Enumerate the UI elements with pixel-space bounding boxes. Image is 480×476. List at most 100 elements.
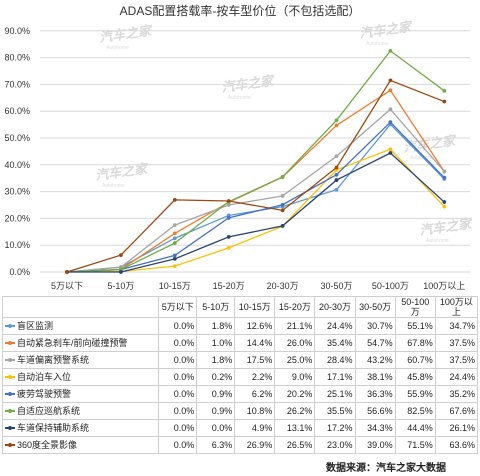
table-cell-value: 34.7% <box>434 317 479 335</box>
table-cell-value: 28.4% <box>314 351 356 369</box>
table-cell-value: 0.0% <box>158 385 198 403</box>
table-cell-value: 54.7% <box>354 334 396 352</box>
data-point <box>442 88 447 93</box>
series-name-cell: 自动紧急刹车/前向碰撞预警 <box>1 334 160 352</box>
data-point <box>388 49 393 53</box>
series-line <box>66 108 445 273</box>
table-cell-value: 82.5% <box>394 402 436 420</box>
data-point <box>172 256 177 261</box>
data-point <box>172 241 177 245</box>
series-8 <box>65 78 447 274</box>
data-point <box>119 253 123 258</box>
x-tick-label: 30-50万 <box>320 281 352 291</box>
legend-swatch-icon <box>5 442 15 448</box>
x-tick-label: 100万以上 <box>423 281 465 291</box>
watermark-layer: 汽车之家Autohome汽车之家Autohome汽车之家Autohome汽车之家… <box>94 19 474 244</box>
watermark-text: 汽车之家 <box>220 73 276 95</box>
table-cell-value: 17.2% <box>314 419 356 437</box>
table-cell-value: 55.1% <box>394 317 436 335</box>
data-point <box>388 147 393 152</box>
data-point <box>334 118 339 123</box>
table-cell-value: 1.8% <box>196 351 236 369</box>
watermark-subtext: Autohome <box>366 41 389 47</box>
data-point <box>226 245 231 250</box>
table-cell-value: 0.0% <box>158 368 198 386</box>
table-cell-value: 1.0% <box>196 334 236 352</box>
data-table: 5万以下 5-10万 10-15万 15-20万 20-30万 30-50万 50-100万… <box>1 296 479 454</box>
data-point <box>280 174 285 179</box>
series-line <box>66 121 445 273</box>
table-header-row: 5万以下 5-10万 10-15万 15-20万 20-30万 30-50万 50-100万… <box>1 296 479 318</box>
data-point <box>334 165 339 170</box>
line-chart: ADAS配置搭载率-按车型价位（不包括选配） 汽车之家Autohome汽车之家A… <box>4 3 474 291</box>
table-cell-value: 60.7% <box>394 351 436 369</box>
series-name-cell: 车道偏离预警系统 <box>1 351 160 369</box>
table-cell-value: 0.0% <box>158 351 198 369</box>
table-header-cell: 5-10万 <box>196 296 236 318</box>
table-header-cell: 30-50万 <box>354 296 396 318</box>
series-lines <box>65 49 447 274</box>
table-cell-value: 35.5% <box>314 402 356 420</box>
table-cell-value: 0.0% <box>158 334 198 352</box>
watermark-subtext: Autohome <box>426 238 449 244</box>
table-cell-value: 26.0% <box>274 334 316 352</box>
data-point <box>65 270 69 274</box>
table-cell-value: 12.6% <box>234 317 276 335</box>
watermark-subtext: Autohome <box>106 45 129 51</box>
legend-swatch-icon <box>5 340 15 346</box>
table-cell-value: 37.5% <box>434 351 479 369</box>
table-cell-value: 23.0% <box>314 436 356 454</box>
table-cell-value: 26.1% <box>434 419 479 437</box>
table-cell-value: 35.2% <box>434 385 479 403</box>
series-name: 疲劳驾驶预警 <box>17 388 72 399</box>
table-header-cell: 50-100万 <box>394 296 436 318</box>
table-cell-value: 17.1% <box>314 368 356 386</box>
y-tick-label: 10.0% <box>4 240 30 250</box>
table-cell-value: 0.0% <box>158 317 198 335</box>
y-tick-label: 40.0% <box>4 160 30 170</box>
table-cell-value: 20.2% <box>274 385 316 403</box>
table-cell-value: 44.4% <box>394 419 436 437</box>
y-tick-label: 50.0% <box>4 133 30 143</box>
table-row: 车道偏离预警系统 0.0% 1.8% 17.5% 25.0% 28.4% 43.2% 60.7… <box>1 351 479 369</box>
y-tick-label: 60.0% <box>4 106 30 116</box>
table-cell-value: 1.8% <box>196 317 236 335</box>
watermark-subtext: Autohome <box>102 183 125 189</box>
data-point <box>334 154 339 159</box>
series-name-cell: 360度全景影像 <box>1 436 160 454</box>
table-cell-value: 55.9% <box>394 385 436 403</box>
data-point <box>388 151 393 155</box>
table-cell-value: 24.4% <box>434 368 479 386</box>
table-cell-value: 0.9% <box>196 385 236 403</box>
data-point <box>388 88 393 93</box>
y-tick-label: 20.0% <box>4 213 30 223</box>
y-tick-label: 30.0% <box>4 187 30 197</box>
data-point <box>442 175 447 180</box>
data-point <box>442 204 447 209</box>
series-name: 自动紧急刹车/前向碰撞预警 <box>17 337 128 348</box>
series-name-cell: 疲劳驾驶预警 <box>1 385 160 403</box>
watermark-text: 汽车之家 <box>98 23 154 45</box>
series-name: 车道偏离预警系统 <box>17 354 90 365</box>
legend-swatch-icon <box>5 323 15 329</box>
table-cell-value: 26.5% <box>274 436 316 454</box>
data-point <box>442 99 447 104</box>
series-name: 360度全景影像 <box>17 439 78 450</box>
table-row: 疲劳驾驶预警 0.0% 0.9% 6.2% 20.2% 25.1% 36.3% 55.9% 35… <box>1 385 479 403</box>
table-cell-value: 0.9% <box>196 402 236 420</box>
table-header-cell: 10-15万 <box>234 296 276 318</box>
data-point <box>280 202 285 207</box>
table-cell-value: 21.1% <box>274 317 316 335</box>
data-point <box>226 234 231 239</box>
x-tick-label: 50-100万 <box>372 281 409 291</box>
x-axis-ticks: 5万以下 5-10万 10-15万 15-20万 20-30万 30-50万 50-100万… <box>51 281 465 291</box>
data-point <box>172 236 177 241</box>
data-point <box>172 231 177 236</box>
table-cell-value: 39.0% <box>354 436 396 454</box>
table-cell-value: 36.3% <box>354 385 396 403</box>
table-cell-value: 43.2% <box>354 351 396 369</box>
data-point <box>334 123 339 128</box>
table-cell-value: 67.8% <box>394 334 436 352</box>
series-line <box>66 79 445 273</box>
y-tick-label: 80.0% <box>4 53 30 63</box>
